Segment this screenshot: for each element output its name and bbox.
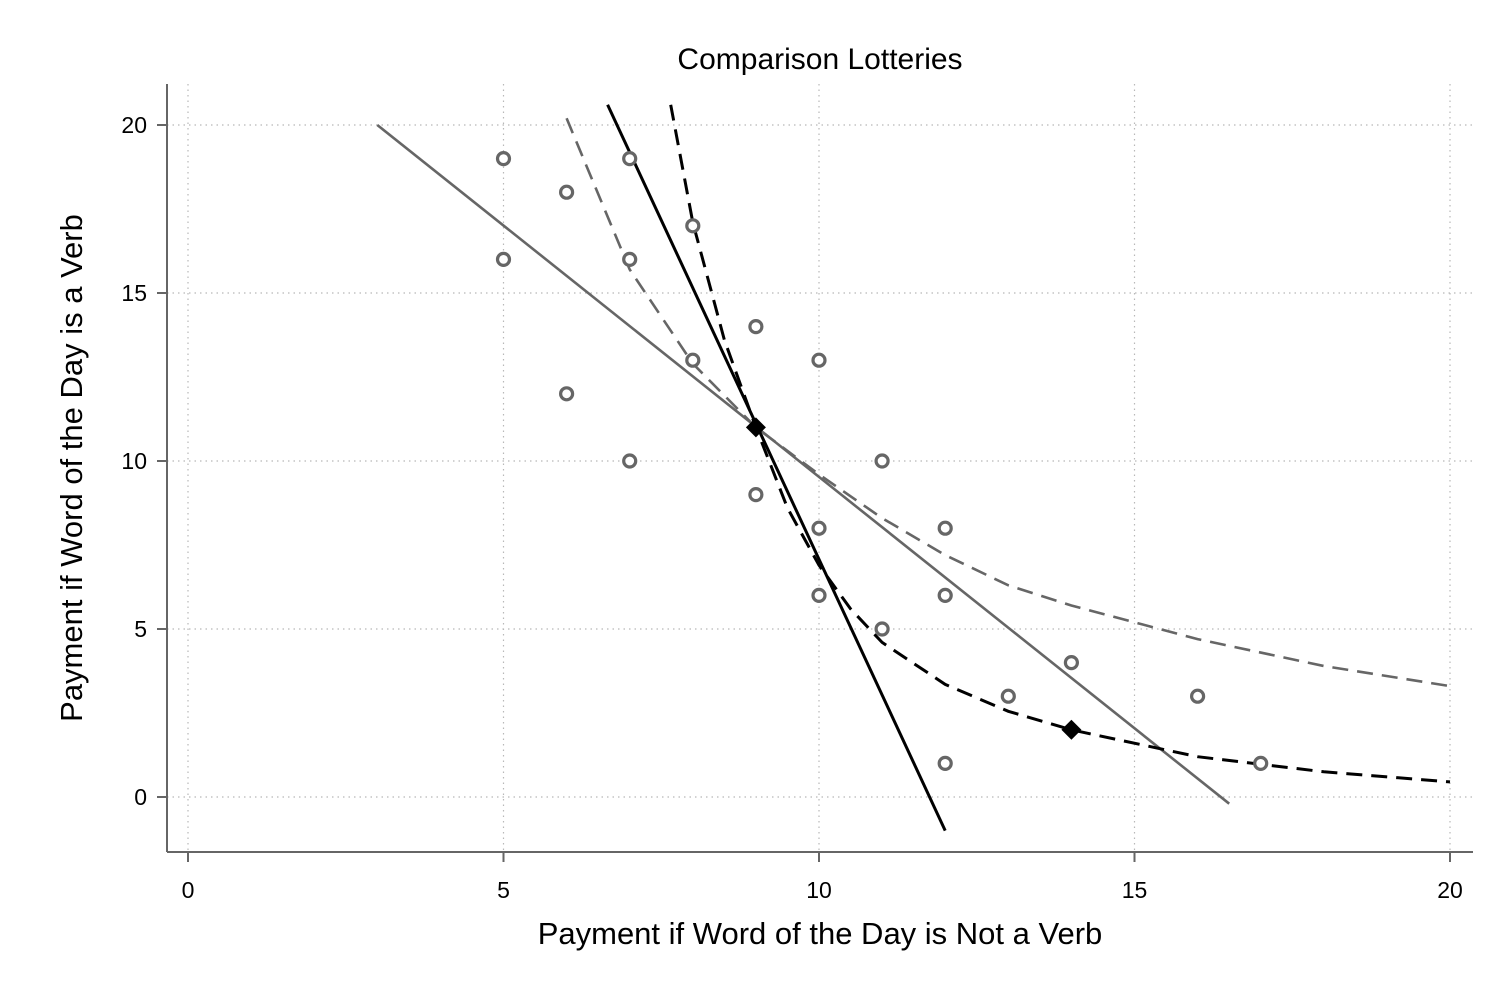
x-tick-label: 0	[182, 877, 195, 903]
data-point	[811, 587, 827, 604]
dashed-line-4	[565, 117, 1451, 688]
data-point	[937, 587, 953, 604]
data-point	[622, 151, 638, 167]
data-point	[811, 352, 827, 368]
y-axis-label: Payment if Word of the Day is a Verb	[54, 214, 89, 722]
solid-line-3	[606, 104, 947, 832]
grid-lines	[167, 84, 1473, 852]
data-point	[622, 251, 638, 267]
plot-series	[376, 104, 1451, 832]
data-point	[685, 352, 701, 368]
data-point	[874, 453, 890, 469]
y-tick-label: 5	[134, 616, 147, 642]
y-tick-label: 15	[121, 280, 147, 306]
x-tick-label: 15	[1122, 877, 1148, 903]
y-tick-label: 20	[121, 112, 147, 138]
data-point	[748, 319, 764, 335]
y-tick-label: 10	[121, 448, 147, 474]
data-point	[874, 621, 890, 637]
data-point	[811, 520, 827, 536]
solid-line-2	[376, 123, 1231, 805]
x-tick-label: 10	[806, 877, 832, 903]
data-point	[1253, 755, 1269, 772]
data-point	[622, 453, 638, 469]
x-axis-label: Payment if Word of the Day is Not a Verb	[538, 916, 1103, 951]
data-point	[1063, 654, 1080, 671]
chart-title: Comparison Lotteries	[677, 43, 962, 76]
dashed-line-5	[669, 104, 1451, 784]
axes	[157, 84, 1473, 862]
data-point	[1000, 688, 1016, 704]
data-point	[937, 520, 953, 536]
data-point	[1189, 688, 1206, 704]
data-point	[495, 251, 512, 267]
diamond-point	[1061, 719, 1082, 740]
data-point	[748, 487, 764, 503]
x-tick-label: 5	[497, 877, 510, 903]
data-point	[558, 184, 575, 200]
y-tick-label: 0	[134, 784, 147, 810]
data-point	[937, 755, 953, 772]
data-point	[495, 151, 512, 167]
diamond-point	[745, 417, 766, 438]
tick-labels: 0 5 10 15 20 0 5 10 15 20	[121, 112, 1462, 903]
data-point	[685, 218, 701, 234]
x-tick-label: 20	[1437, 877, 1463, 903]
data-point	[558, 386, 575, 402]
